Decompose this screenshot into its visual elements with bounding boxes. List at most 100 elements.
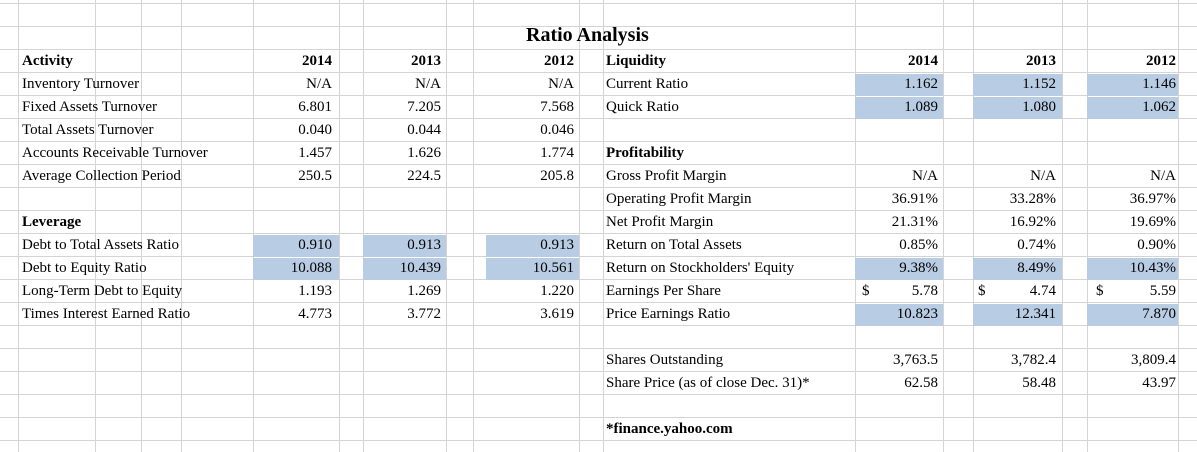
gridline-horizontal — [0, 348, 1197, 349]
value-cell: 16.92% — [1009, 214, 1056, 230]
value-cell: 1.080 — [1022, 99, 1056, 115]
value-cell: N/A — [912, 168, 938, 184]
gridline-horizontal — [0, 233, 1197, 234]
gridline-vertical — [18, 0, 19, 452]
row-label: Return on Total Assets — [606, 237, 742, 253]
gridline-vertical — [446, 0, 447, 452]
gridline-vertical — [181, 0, 182, 452]
value-cell: 36.91% — [891, 191, 938, 207]
value-cell: 62.58 — [904, 375, 938, 391]
gridline-horizontal — [0, 187, 1197, 188]
highlight-cell — [1087, 304, 1178, 326]
value-cell: 0.913 — [540, 237, 574, 253]
value-cell: 1.457 — [298, 145, 332, 161]
highlight-cell — [363, 235, 446, 257]
left-year-2012: 2012 — [544, 53, 574, 69]
liquidity-heading: Liquidity — [606, 53, 667, 69]
value-cell: 5.59 — [1149, 283, 1176, 299]
value-cell: 3.772 — [407, 306, 441, 322]
highlight-cell — [253, 235, 339, 257]
highlight-cell — [855, 74, 943, 96]
right-year-2014: 2014 — [908, 53, 938, 69]
right-year-2013: 2013 — [1026, 53, 1056, 69]
gridline-vertical — [579, 0, 580, 452]
highlight-cell — [486, 235, 579, 257]
value-cell: 9.38% — [899, 260, 938, 276]
row-label: Earnings Per Share — [606, 283, 721, 299]
value-cell: 205.8 — [540, 168, 574, 184]
highlight-cell — [973, 97, 1062, 119]
gridline-horizontal — [0, 164, 1197, 165]
value-cell: 1.220 — [540, 283, 574, 299]
gridline-horizontal — [0, 141, 1197, 142]
value-cell: 0.85% — [899, 237, 938, 253]
row-label: Return on Stockholders' Equity — [606, 260, 795, 276]
value-cell: 19.69% — [1129, 214, 1176, 230]
value-cell: 12.341 — [1014, 306, 1056, 322]
currency-symbol: $ — [862, 283, 870, 299]
highlight-cell — [1087, 258, 1178, 280]
activity-heading: Activity — [22, 53, 73, 69]
highlight-cell — [855, 304, 943, 326]
footnote: *finance.yahoo.com — [606, 421, 733, 437]
value-cell: 3,809.4 — [1131, 352, 1176, 368]
value-cell: N/A — [306, 76, 332, 92]
gridline-horizontal — [0, 26, 1197, 27]
gridline-vertical — [339, 0, 340, 452]
gridline-horizontal — [0, 95, 1197, 96]
gridline-horizontal — [0, 302, 1197, 303]
value-cell: 3,782.4 — [1011, 352, 1056, 368]
gridline-vertical — [603, 0, 604, 452]
value-cell: 224.5 — [407, 168, 441, 184]
gridline-vertical — [253, 0, 254, 452]
value-cell: 3,763.5 — [893, 352, 938, 368]
value-cell: 0.90% — [1137, 237, 1176, 253]
value-cell: N/A — [415, 76, 441, 92]
value-cell: 1.146 — [1142, 76, 1176, 92]
highlight-cell — [855, 258, 943, 280]
row-label: Debt to Equity Ratio — [22, 260, 147, 276]
row-label: Shares Outstanding — [606, 352, 724, 368]
highlight-cell — [973, 258, 1062, 280]
gridline-horizontal — [0, 118, 1197, 119]
gridline-horizontal — [0, 417, 1197, 418]
highlight-cell — [486, 258, 579, 280]
row-label: Quick Ratio — [606, 99, 679, 115]
value-cell: 1.193 — [298, 283, 332, 299]
currency-symbol: $ — [1096, 283, 1104, 299]
row-label: Share Price (as of close Dec. 31)* — [606, 375, 810, 391]
value-cell: 4.773 — [298, 306, 332, 322]
gridline-horizontal — [0, 210, 1197, 211]
value-cell: 6.801 — [298, 99, 332, 115]
value-cell: 0.74% — [1017, 237, 1056, 253]
highlight-cell — [363, 258, 446, 280]
row-label: Times Interest Earned Ratio — [22, 306, 191, 322]
row-label: Total Assets Turnover — [22, 122, 154, 138]
gridline-vertical — [473, 0, 474, 452]
value-cell: 1.626 — [407, 145, 441, 161]
value-cell: 1.774 — [540, 145, 574, 161]
gridline-horizontal — [0, 440, 1197, 441]
highlight-cell — [253, 258, 339, 280]
row-label: Current Ratio — [606, 76, 689, 92]
value-cell: 58.48 — [1022, 375, 1056, 391]
gridline-vertical — [943, 0, 944, 452]
gridline-horizontal — [0, 72, 1197, 73]
highlight-cell — [973, 304, 1062, 326]
left-year-2014: 2014 — [302, 53, 332, 69]
value-cell: 3.619 — [540, 306, 574, 322]
highlight-cell — [1087, 97, 1178, 119]
value-cell: 7.870 — [1142, 306, 1176, 322]
value-cell: 10.439 — [399, 260, 441, 276]
value-cell: N/A — [1150, 168, 1176, 184]
gridline-vertical — [363, 0, 364, 452]
left-year-2013: 2013 — [411, 53, 441, 69]
sheet-title: Ratio Analysis — [526, 24, 649, 46]
value-cell: 10.088 — [290, 260, 332, 276]
value-cell: 36.97% — [1129, 191, 1176, 207]
value-cell: 1.152 — [1022, 76, 1056, 92]
value-cell: 4.74 — [1029, 283, 1056, 299]
value-cell: 10.561 — [532, 260, 574, 276]
value-cell: 1.162 — [904, 76, 938, 92]
